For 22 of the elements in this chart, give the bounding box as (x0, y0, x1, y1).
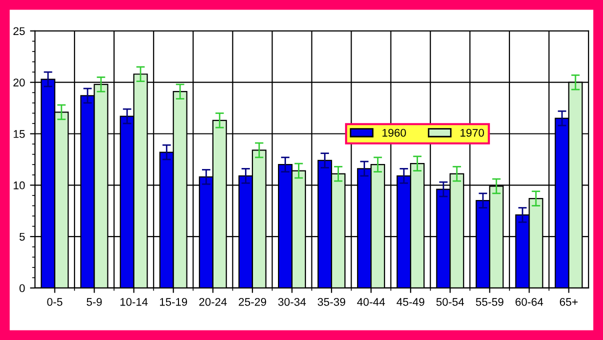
x-tick-label: 50-54 (436, 298, 464, 306)
x-tick-label: 60-64 (516, 298, 544, 306)
legend-label: 1960 (382, 128, 406, 137)
x-tick-label: 40-44 (357, 298, 385, 306)
x-tick-label: 0-5 (47, 298, 62, 306)
x-tick-label: 5-9 (86, 298, 102, 306)
x-tick-label: 20-24 (199, 298, 227, 306)
x-tick-label: 10-14 (120, 298, 148, 306)
y-tick-label: 25 (13, 27, 25, 36)
y-tick-label: 5 (20, 232, 25, 241)
y-tick-label: 15 (14, 130, 25, 138)
x-tick-label: 35-39 (318, 298, 346, 306)
x-tick-label: 25-29 (238, 298, 266, 306)
legend-label: 1970 (460, 128, 484, 137)
y-tick-label: 0 (20, 284, 25, 292)
y-tick-label: 20 (13, 78, 25, 86)
x-tick-label: 15-19 (160, 298, 188, 306)
x-tick-label: 45-49 (396, 298, 424, 306)
y-tick-label: 10 (14, 181, 25, 190)
x-tick-label: 30-34 (278, 298, 306, 306)
x-tick-label: 65+ (560, 298, 578, 306)
x-tick-label: 55-59 (476, 298, 504, 306)
